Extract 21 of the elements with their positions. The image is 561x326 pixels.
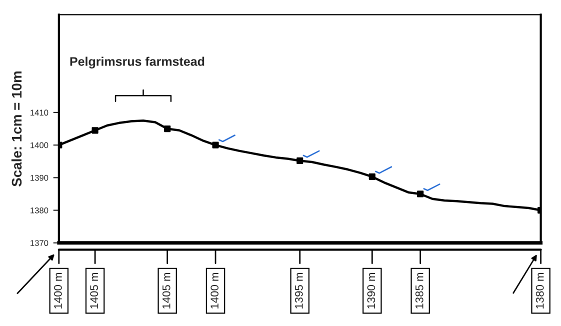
data-label: 1390 m: [367, 272, 376, 308]
annotation: Pelgrimsrus farmstead: [70, 56, 204, 68]
data-label: 1395 m: [294, 272, 303, 308]
y-tick-label: 1370: [30, 240, 48, 246]
data-label: 1380 m: [536, 272, 544, 308]
point: [212, 142, 219, 148]
point: [417, 190, 424, 198]
data-label: 1400 m: [54, 272, 62, 308]
point: [164, 125, 171, 132]
y-tick-label: 1390: [30, 174, 48, 181]
data-label: 1405 m: [90, 272, 98, 308]
point: [368, 173, 376, 180]
data-label: 1400 m: [210, 272, 219, 308]
y-axis-title: Scale: 1cm = 10m: [11, 72, 22, 186]
data-label: 1385 m: [415, 272, 424, 308]
y-tick-label: 1380: [30, 207, 48, 214]
y-tick-label: 1410: [30, 110, 48, 116]
y-tick-label: 1400: [30, 142, 48, 148]
point: [92, 127, 98, 134]
point: [296, 157, 304, 164]
data-label: 1405 m: [162, 272, 170, 308]
